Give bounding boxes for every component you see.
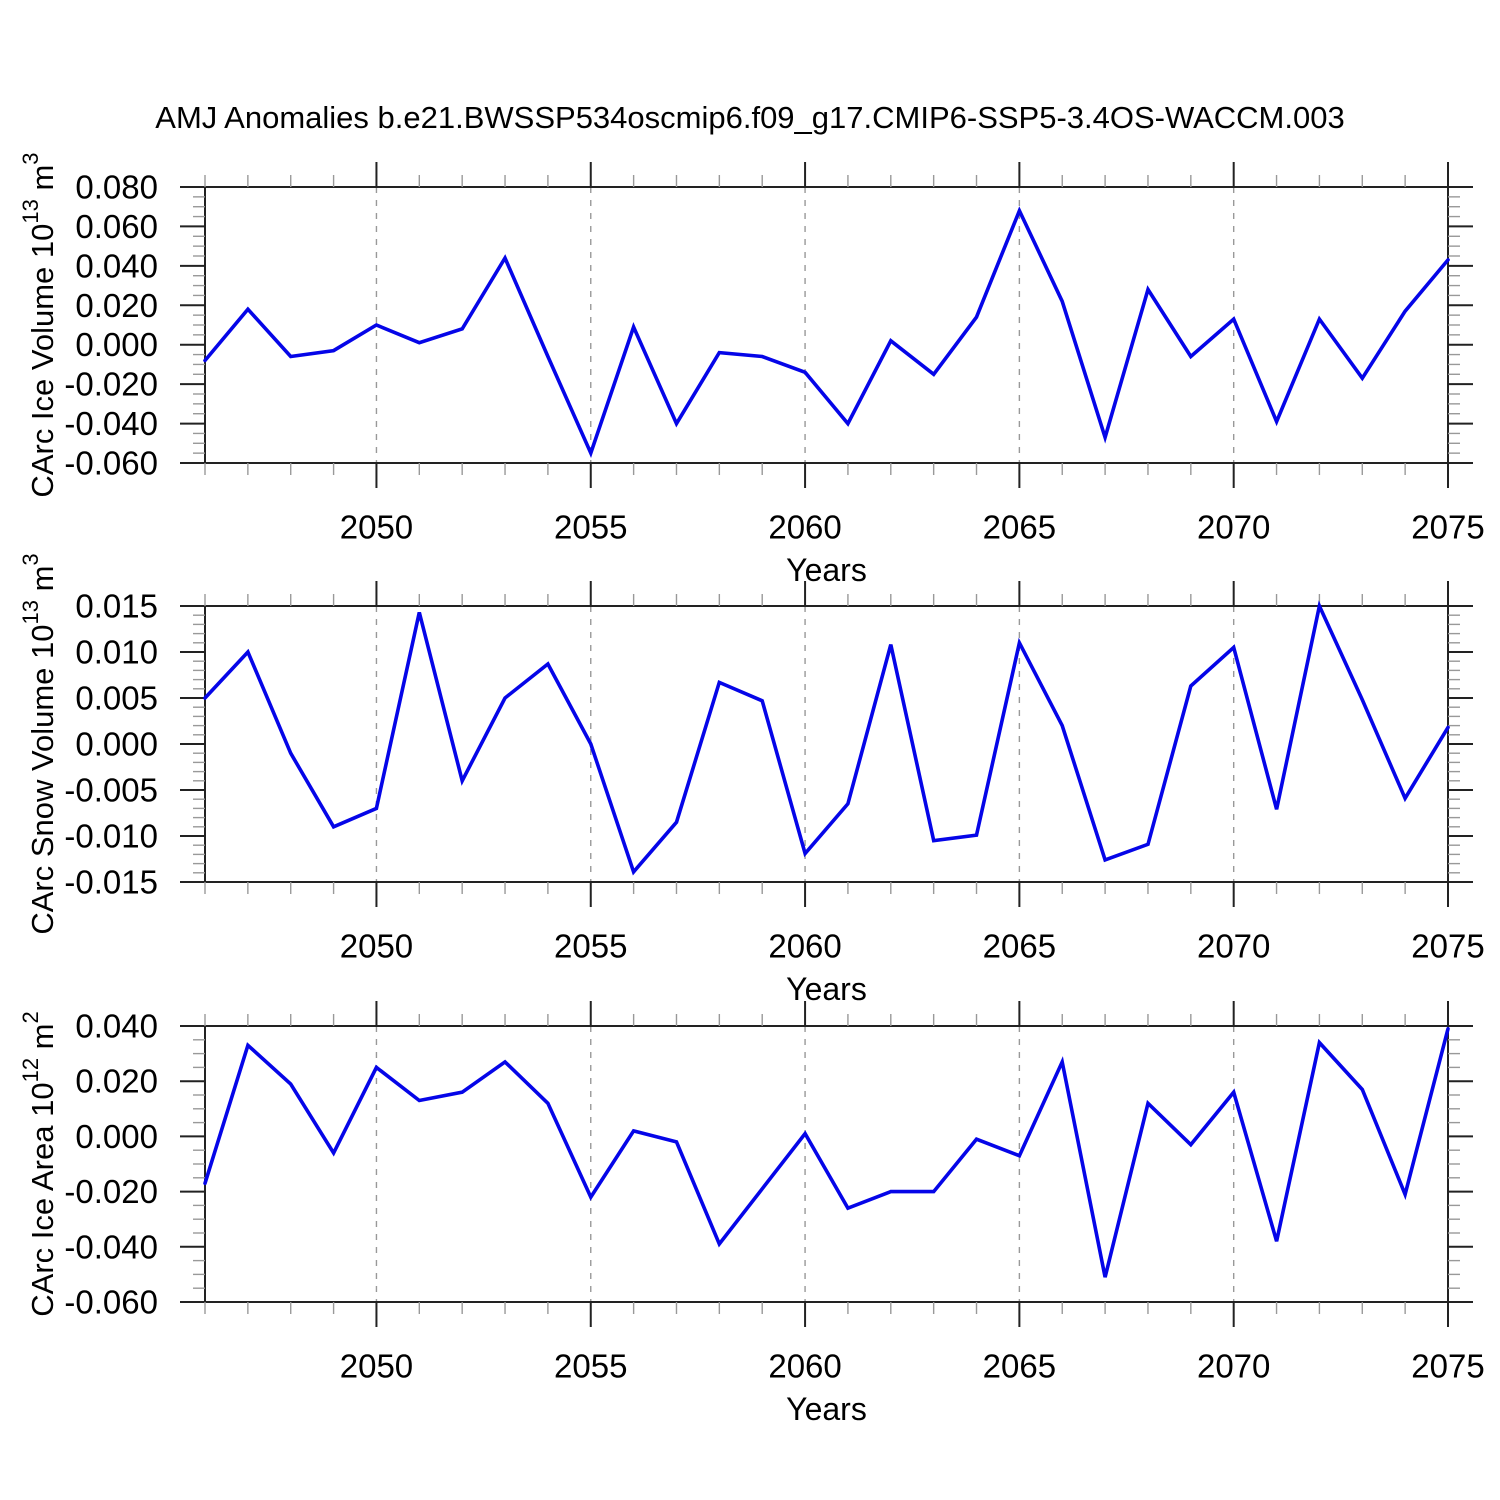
panel-carc-ice-area: -0.060 -0.040 -0.020 0.000 0.020 0.040 2050 205…: [18, 1001, 1485, 1427]
y-axis-title: CArc Snow Volume 1013 m3: [18, 553, 60, 934]
x-axis-title: Years: [786, 552, 867, 588]
y-axis-ticks: [180, 605, 1473, 883]
x-tick-label: 2075: [1411, 509, 1484, 546]
y-tick-label: 0.015: [75, 588, 158, 625]
x-axis-title: Years: [786, 971, 867, 1007]
y-tick-label: 0.020: [75, 1063, 158, 1100]
x-tick-label: 2050: [340, 509, 413, 546]
y-axis-title: CArc Ice Volume 1013 m3: [18, 152, 60, 497]
y-tick-label: -0.015: [64, 864, 158, 901]
x-axis-ticks: [204, 1001, 1449, 1327]
x-tick-label: 2075: [1411, 1348, 1484, 1385]
y-tick-label: -0.060: [64, 1284, 158, 1321]
y-tick-label: -0.010: [64, 818, 158, 855]
y-tick-label: -0.060: [64, 445, 158, 482]
y-tick-label: 0.010: [75, 634, 158, 671]
x-tick-label: 2055: [554, 928, 627, 965]
y-tick-label: 0.000: [75, 726, 158, 763]
data-line-carc-snow-volume: [203, 600, 1450, 876]
gridlines: [375, 1026, 1235, 1302]
x-axis-title: Years: [786, 1391, 867, 1427]
y-axis-ticks: [180, 186, 1473, 464]
panel-carc-snow-volume: -0.015 -0.010 -0.005 0.000 0.005 0.010 0.015 20…: [18, 553, 1485, 1007]
y-tick-label: 0.000: [75, 326, 158, 363]
y-tick-label: 0.005: [75, 680, 158, 717]
x-tick-label: 2070: [1197, 509, 1270, 546]
chart-title: AMJ Anomalies b.e21.BWSSP534oscmip6.f09_…: [155, 100, 1344, 135]
x-tick-label: 2050: [340, 928, 413, 965]
y-tick-label: 0.000: [75, 1118, 158, 1155]
x-tick-label: 2075: [1411, 928, 1484, 965]
y-tick-label: -0.020: [64, 366, 158, 403]
y-axis-title: CArc Ice Area 1012 m2: [18, 1011, 60, 1317]
y-tick-label: 0.060: [75, 208, 158, 245]
x-axis-ticks: [204, 162, 1449, 488]
y-tick-label: 0.020: [75, 287, 158, 324]
x-tick-label: 2065: [983, 928, 1056, 965]
y-tick-label: -0.005: [64, 772, 158, 809]
plot-frame: [204, 1025, 1449, 1303]
y-tick-label: 0.080: [75, 169, 158, 206]
y-tick-label: -0.040: [64, 405, 158, 442]
x-tick-label: 2065: [983, 1348, 1056, 1385]
y-tick-label: 0.040: [75, 1008, 158, 1045]
y-tick-label: -0.040: [64, 1228, 158, 1265]
gridlines: [375, 606, 1235, 882]
x-tick-label: 2065: [983, 509, 1056, 546]
data-line-carc-ice-area: [203, 1027, 1450, 1278]
x-tick-label: 2070: [1197, 1348, 1270, 1385]
x-tick-label: 2060: [768, 509, 841, 546]
x-tick-label: 2055: [554, 1348, 627, 1385]
y-tick-label: 0.040: [75, 247, 158, 284]
x-tick-label: 2050: [340, 1348, 413, 1385]
plot-frame: [204, 186, 1449, 464]
data-line-carc-ice-volume: [203, 206, 1450, 459]
y-tick-label: -0.020: [64, 1173, 158, 1210]
x-tick-label: 2060: [768, 1348, 841, 1385]
gridlines: [375, 187, 1235, 463]
x-axis-ticks: [204, 581, 1449, 907]
x-tick-label: 2060: [768, 928, 841, 965]
x-tick-label: 2070: [1197, 928, 1270, 965]
y-axis-ticks: [180, 1025, 1473, 1303]
x-tick-label: 2055: [554, 509, 627, 546]
panel-carc-ice-volume: -0.060-0.040-0.0200.0000.0200.0400.0600.…: [18, 152, 1485, 588]
